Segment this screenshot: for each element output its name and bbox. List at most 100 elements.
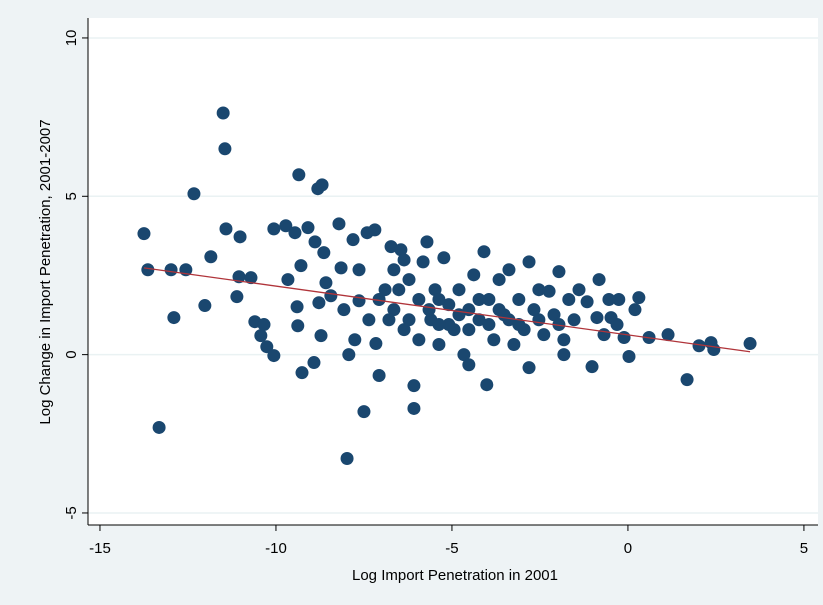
point	[402, 313, 416, 327]
point	[512, 318, 526, 332]
point	[467, 268, 481, 282]
point	[612, 293, 626, 307]
point	[348, 333, 362, 347]
x-axis-label: Log Import Penetration in 2001	[352, 567, 558, 584]
point	[527, 303, 541, 317]
point	[402, 273, 416, 287]
point	[617, 331, 631, 345]
point	[368, 223, 382, 237]
point	[357, 405, 371, 419]
point	[372, 293, 386, 307]
point	[437, 251, 451, 265]
point	[452, 283, 466, 297]
point	[198, 299, 212, 313]
point	[552, 318, 566, 332]
point	[292, 168, 306, 182]
point	[661, 328, 675, 342]
point	[522, 361, 536, 375]
point	[342, 348, 356, 362]
point	[487, 333, 501, 347]
point	[492, 303, 506, 317]
point	[382, 313, 396, 327]
point	[334, 261, 348, 275]
point	[512, 293, 526, 307]
point	[632, 291, 646, 305]
point	[492, 273, 506, 287]
point	[307, 356, 321, 370]
y-tick-label: 10	[63, 30, 80, 47]
point	[319, 276, 333, 290]
point	[152, 420, 166, 434]
point	[314, 329, 328, 343]
point	[590, 311, 604, 325]
x-tick-label: 5	[800, 540, 808, 557]
point	[472, 313, 486, 327]
point	[332, 217, 346, 231]
point	[254, 329, 268, 343]
point	[260, 340, 274, 354]
point	[412, 333, 426, 347]
point	[507, 337, 521, 351]
point	[230, 290, 244, 304]
point	[295, 366, 309, 380]
point	[372, 369, 386, 383]
point	[462, 323, 476, 337]
point	[480, 378, 494, 392]
point	[317, 246, 331, 260]
point	[407, 379, 421, 393]
point	[580, 295, 594, 309]
point	[597, 328, 611, 342]
point	[707, 343, 721, 357]
point	[137, 227, 151, 241]
point	[482, 293, 496, 307]
point	[218, 142, 232, 156]
point	[557, 348, 571, 362]
point	[315, 178, 329, 192]
point	[384, 240, 398, 254]
y-tick-label: -5	[63, 506, 80, 519]
point	[352, 263, 366, 277]
point	[452, 308, 466, 322]
point	[281, 273, 295, 287]
point	[522, 255, 536, 269]
point	[585, 360, 599, 374]
point	[397, 253, 411, 267]
point	[394, 243, 408, 257]
point	[432, 293, 446, 307]
plot-area	[88, 18, 818, 525]
point	[346, 233, 360, 247]
point	[477, 245, 491, 259]
point	[387, 263, 401, 277]
point	[532, 283, 546, 297]
point	[542, 284, 556, 298]
point	[294, 259, 308, 273]
point	[567, 313, 581, 327]
point	[442, 298, 456, 312]
point	[412, 293, 426, 307]
point	[301, 221, 315, 235]
point	[532, 313, 546, 327]
fit-line	[143, 267, 751, 353]
point	[592, 273, 606, 287]
point	[141, 263, 155, 277]
point	[340, 451, 354, 465]
point	[164, 263, 178, 277]
point	[628, 303, 642, 317]
point	[562, 293, 576, 307]
point	[290, 300, 304, 314]
point	[267, 222, 281, 236]
point	[482, 318, 496, 332]
x-tick-label: -10	[265, 540, 287, 557]
point	[397, 323, 411, 337]
point	[692, 339, 706, 353]
point	[387, 303, 401, 317]
point	[457, 348, 471, 362]
point	[547, 308, 561, 322]
point	[572, 283, 586, 297]
point	[291, 319, 305, 333]
point	[279, 219, 293, 233]
point	[537, 328, 551, 342]
point	[362, 313, 376, 327]
